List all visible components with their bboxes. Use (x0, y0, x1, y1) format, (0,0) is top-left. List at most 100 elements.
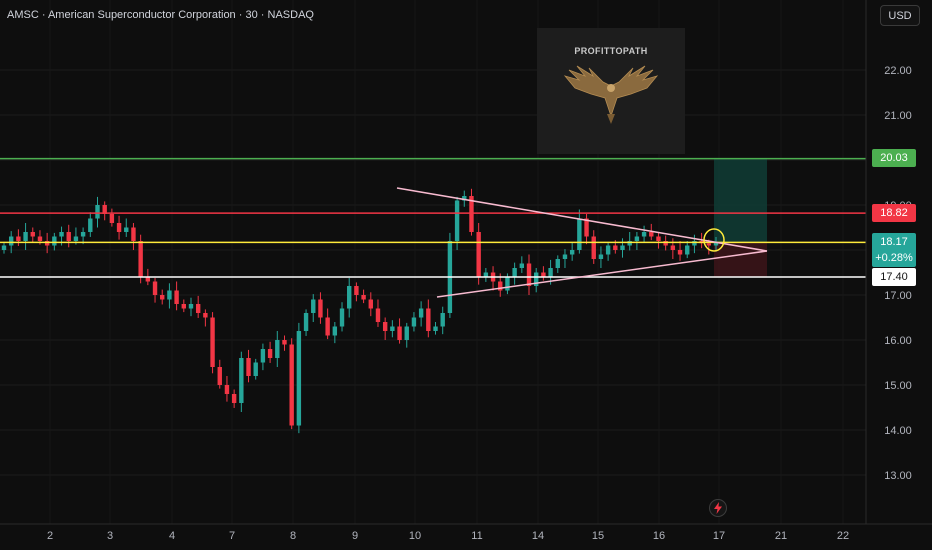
candle-body (397, 326, 402, 340)
x-tick-label: 7 (229, 530, 235, 542)
x-tick-label: 3 (107, 530, 113, 542)
y-tick-label: 16.00 (884, 335, 912, 347)
candle-body (239, 358, 244, 403)
x-tick-label: 22 (837, 530, 849, 542)
x-tick-label: 9 (352, 530, 358, 542)
candle-body (713, 242, 719, 246)
x-tick-label: 11 (471, 530, 482, 542)
time-axis: 2 3 4 7 8 9 10 11 14 15 16 17 21 22 (0, 523, 932, 542)
candle-body (613, 245, 618, 250)
candle-body (692, 241, 697, 246)
candle-body (555, 259, 560, 268)
candle-body (116, 223, 122, 232)
candle-body (160, 295, 165, 300)
alert-button[interactable] (709, 499, 727, 517)
level-label-resistance-top: 20.03 (872, 149, 916, 167)
candle-body (404, 326, 409, 340)
candle-body (253, 362, 258, 376)
candle-body (548, 268, 553, 277)
candle-body (562, 254, 568, 259)
candle-body (598, 254, 604, 259)
candle-body (462, 196, 467, 201)
candle-body (210, 317, 215, 367)
candle-body (217, 367, 222, 385)
candle-body (102, 205, 107, 214)
candle-body (440, 313, 445, 327)
candle-body (95, 205, 100, 219)
candle-body (627, 241, 632, 246)
candle-body (375, 308, 381, 322)
candle-body (332, 326, 338, 336)
y-tick-label: 14.00 (884, 425, 912, 437)
x-tick-label: 17 (713, 530, 725, 542)
y-tick-label: 17.00 (884, 290, 912, 302)
candle-body (131, 227, 136, 241)
lightning-icon (714, 502, 722, 514)
candle-body (260, 349, 266, 363)
candle-body (282, 340, 287, 345)
y-tick-label: 22.00 (884, 65, 912, 77)
candle-body (224, 385, 230, 394)
candle-body (124, 227, 129, 232)
target-zone (714, 158, 767, 243)
candle-body (138, 241, 143, 277)
candle-body (188, 304, 194, 309)
candle-body (634, 236, 640, 241)
candle-body (577, 218, 582, 250)
candle-body (16, 236, 21, 241)
candle-body (620, 245, 625, 250)
candle-body (80, 232, 86, 237)
candle-body (167, 290, 172, 300)
candle-body (505, 277, 510, 291)
candle-body (354, 286, 359, 295)
x-tick-label: 4 (169, 530, 175, 542)
candle-body (526, 263, 532, 286)
y-tick-label: 21.00 (884, 110, 912, 122)
candle-body (476, 232, 481, 277)
candle-body (685, 245, 690, 255)
candle-body (296, 331, 302, 426)
currency-button[interactable]: USD (880, 5, 920, 26)
last-price-value: 18.17 (880, 236, 908, 248)
candle-body (584, 218, 589, 237)
candle-body (663, 241, 668, 246)
stop-zone (714, 242, 767, 277)
candle-body (275, 340, 280, 358)
last-price-change: +0.28% (875, 252, 913, 264)
candle-body (605, 245, 611, 255)
triangle-lower-line (436, 250, 768, 298)
candle-body (1, 245, 7, 250)
candle-body (656, 236, 661, 241)
candle-body (519, 263, 525, 268)
candle-body (483, 272, 489, 277)
x-tick-label: 10 (409, 530, 421, 542)
candle-body (411, 317, 417, 327)
candle-body (706, 243, 712, 246)
level-label-resistance: 18.82 (872, 204, 916, 222)
candle-body (641, 232, 647, 237)
candle-body (541, 272, 546, 277)
candle-body (73, 236, 79, 241)
candle-body (246, 358, 251, 376)
candle-body (174, 290, 179, 304)
candle-body (195, 304, 201, 313)
chart-header: AMSC · American Superconductor Corporati… (7, 9, 314, 21)
candle-body (433, 326, 438, 331)
company-name: American Superconductor Corporation (47, 9, 236, 21)
candle-body (181, 304, 186, 309)
x-tick-label: 16 (653, 530, 665, 542)
watermark-logo: PROFITTOPATH (537, 28, 685, 154)
candle-body (677, 250, 683, 255)
logo-text: PROFITTOPATH (574, 46, 648, 56)
candle-body (289, 344, 294, 426)
candle-body (23, 232, 28, 241)
candle-body (303, 313, 309, 331)
candle-body (109, 214, 115, 223)
candle-body (37, 236, 43, 241)
candle-body (670, 245, 676, 250)
candle-body (52, 236, 57, 246)
exchange-label: NASDAQ (267, 9, 314, 21)
candle-body (145, 277, 151, 282)
x-tick-label: 2 (47, 530, 53, 542)
